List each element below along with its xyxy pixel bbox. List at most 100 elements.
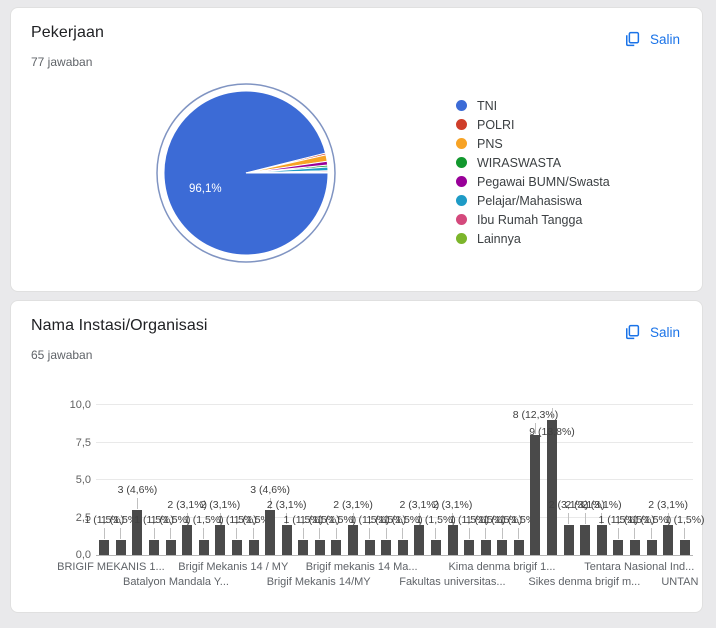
- bar-value-label: 1 (1,5%): [631, 514, 672, 526]
- bar[interactable]: [231, 540, 242, 555]
- bar-label-leader-line: [402, 528, 404, 539]
- bar-label-leader-line: [501, 528, 503, 539]
- bar-label-leader-line: [269, 498, 271, 509]
- bar[interactable]: [679, 540, 690, 555]
- bar-label-leader-line: [452, 513, 454, 524]
- bar[interactable]: [198, 540, 209, 555]
- legend-label: Lainnya: [477, 231, 521, 246]
- bar-label-leader-line: [170, 528, 172, 539]
- bar[interactable]: [149, 540, 160, 555]
- y-axis-tick-label: 7,5: [75, 436, 91, 449]
- legend-color-dot: [456, 100, 467, 111]
- bar[interactable]: [646, 540, 657, 555]
- x-axis-category-label: Brigif Mekanis 14 / MY: [178, 561, 289, 573]
- bar-slot: 1 (1,5%): [350, 405, 389, 555]
- bar-value-label: 3 (4,6%): [117, 484, 158, 496]
- bar[interactable]: [182, 525, 193, 555]
- legend-item-wiraswasta: WIRASWASTA: [456, 153, 610, 172]
- bar[interactable]: [414, 525, 425, 555]
- bar-value-label: 2 (3,1%): [333, 499, 373, 511]
- bar-slot: 1 (1,5%): [665, 405, 705, 555]
- bar[interactable]: [331, 540, 342, 555]
- bar-value-label: 1 (1,5%): [482, 514, 523, 526]
- bar[interactable]: [115, 540, 126, 555]
- bar[interactable]: [132, 510, 143, 555]
- bar-value-label: 2 (3,1%): [200, 499, 241, 511]
- x-axis-category-label: BRIGIF MEKANIS 1...: [57, 561, 165, 573]
- bar-value-label: 1 (1,5%): [598, 514, 639, 526]
- bar-label-leader-line: [302, 528, 304, 539]
- pie-chart[interactable]: 96,1%: [151, 78, 341, 268]
- bar[interactable]: [248, 540, 259, 555]
- bar-chart[interactable]: 0,0 2,5 5,0 7,5 10,0 1 (1,5%) 1 (1,5%) 3 (4,6%)…: [70, 399, 705, 561]
- bar[interactable]: [580, 525, 591, 555]
- bar[interactable]: [547, 420, 558, 555]
- legend-color-dot: [456, 176, 467, 187]
- bar-value-label: 2 (3,1%): [548, 499, 589, 511]
- bar[interactable]: [464, 540, 475, 555]
- bar[interactable]: [430, 540, 441, 555]
- bar[interactable]: [447, 525, 458, 555]
- x-axis-category-label: Brigif Mekanis 14/MY: [266, 576, 371, 588]
- bar-slot: 2 (3,1%): [201, 405, 240, 555]
- bar-slot: 1 (1,5%): [632, 405, 671, 555]
- bar[interactable]: [314, 540, 325, 555]
- bar[interactable]: [629, 540, 640, 555]
- bar-value-label: 1 (1,5%): [382, 514, 423, 526]
- copy-button[interactable]: Salin: [619, 28, 684, 50]
- bar-label-leader-line: [203, 528, 205, 539]
- bar-slot: 2 (3,1%): [565, 405, 605, 555]
- bar[interactable]: [530, 435, 541, 555]
- bar[interactable]: [298, 540, 309, 555]
- bar-value-label: 1 (1,5%): [316, 514, 357, 526]
- copy-button[interactable]: Salin: [619, 321, 684, 343]
- bar[interactable]: [613, 540, 624, 555]
- bar[interactable]: [165, 540, 176, 555]
- gridline: [96, 516, 693, 518]
- y-axis-tick-label: 5,0: [75, 474, 91, 486]
- bar-value-label: 2 (3,1%): [399, 499, 440, 511]
- bar-value-label: 1 (1,5%): [449, 514, 489, 526]
- legend-label: TNI: [477, 98, 498, 113]
- bar[interactable]: [480, 540, 491, 555]
- bar[interactable]: [497, 540, 508, 555]
- bar-label-leader-line: [385, 528, 387, 539]
- bar[interactable]: [99, 540, 110, 555]
- bar[interactable]: [265, 510, 276, 555]
- bar-value-label: 1 (1,5%): [283, 514, 324, 526]
- bar-slot: 1 (1,5%): [151, 405, 190, 555]
- legend-item-pegawai-bumn-swasta: Pegawai BUMN/Swasta: [456, 172, 610, 191]
- bar-slot: 2 (3,1%): [433, 405, 472, 555]
- legend-label: WIRASWASTA: [477, 155, 562, 170]
- bar[interactable]: [563, 525, 574, 555]
- bar-label-leader-line: [253, 528, 255, 539]
- pie-slice-lainnya[interactable]: [245, 171, 329, 174]
- bar-slot: 2 (3,1%): [648, 405, 688, 555]
- bar[interactable]: [397, 540, 408, 555]
- bar[interactable]: [281, 525, 292, 555]
- y-axis-tick-label: 2,5: [75, 511, 91, 524]
- x-axis-category-label: Kima denma brigif 1...: [448, 561, 556, 573]
- bar-slot: 1 (1,5%): [217, 405, 257, 555]
- bar[interactable]: [364, 540, 375, 555]
- bar-value-label: 1 (1,5%): [233, 514, 274, 526]
- x-axis-category-label: Sikes denma brigif m...: [528, 576, 641, 588]
- bar[interactable]: [215, 525, 226, 555]
- bar-slot: 3 (4,6%): [118, 405, 157, 555]
- bar-label-leader-line: [186, 513, 188, 524]
- bar[interactable]: [381, 540, 392, 555]
- bar[interactable]: [348, 525, 359, 555]
- pie-slice-pegawai-bumn-swasta[interactable]: [245, 160, 329, 174]
- bar[interactable]: [663, 525, 674, 555]
- x-axis-category-label: Brigif mekanis 14 Ma...: [305, 561, 418, 573]
- bar-value-label: 1 (1,5%): [101, 514, 141, 526]
- bar[interactable]: [513, 540, 524, 555]
- bar[interactable]: [596, 525, 607, 555]
- bar-label-leader-line: [219, 513, 221, 524]
- bar-label-leader-line: [236, 528, 238, 539]
- legend-item-lainnya: Lainnya: [456, 229, 610, 248]
- bar-slot: 1 (1,5%): [234, 405, 273, 555]
- question-card-pekerjaan: Pekerjaan 77 jawaban Salin 96,1% TNI POLR…: [10, 7, 703, 292]
- bar-label-leader-line: [684, 528, 686, 539]
- bar-label-leader-line: [485, 528, 487, 539]
